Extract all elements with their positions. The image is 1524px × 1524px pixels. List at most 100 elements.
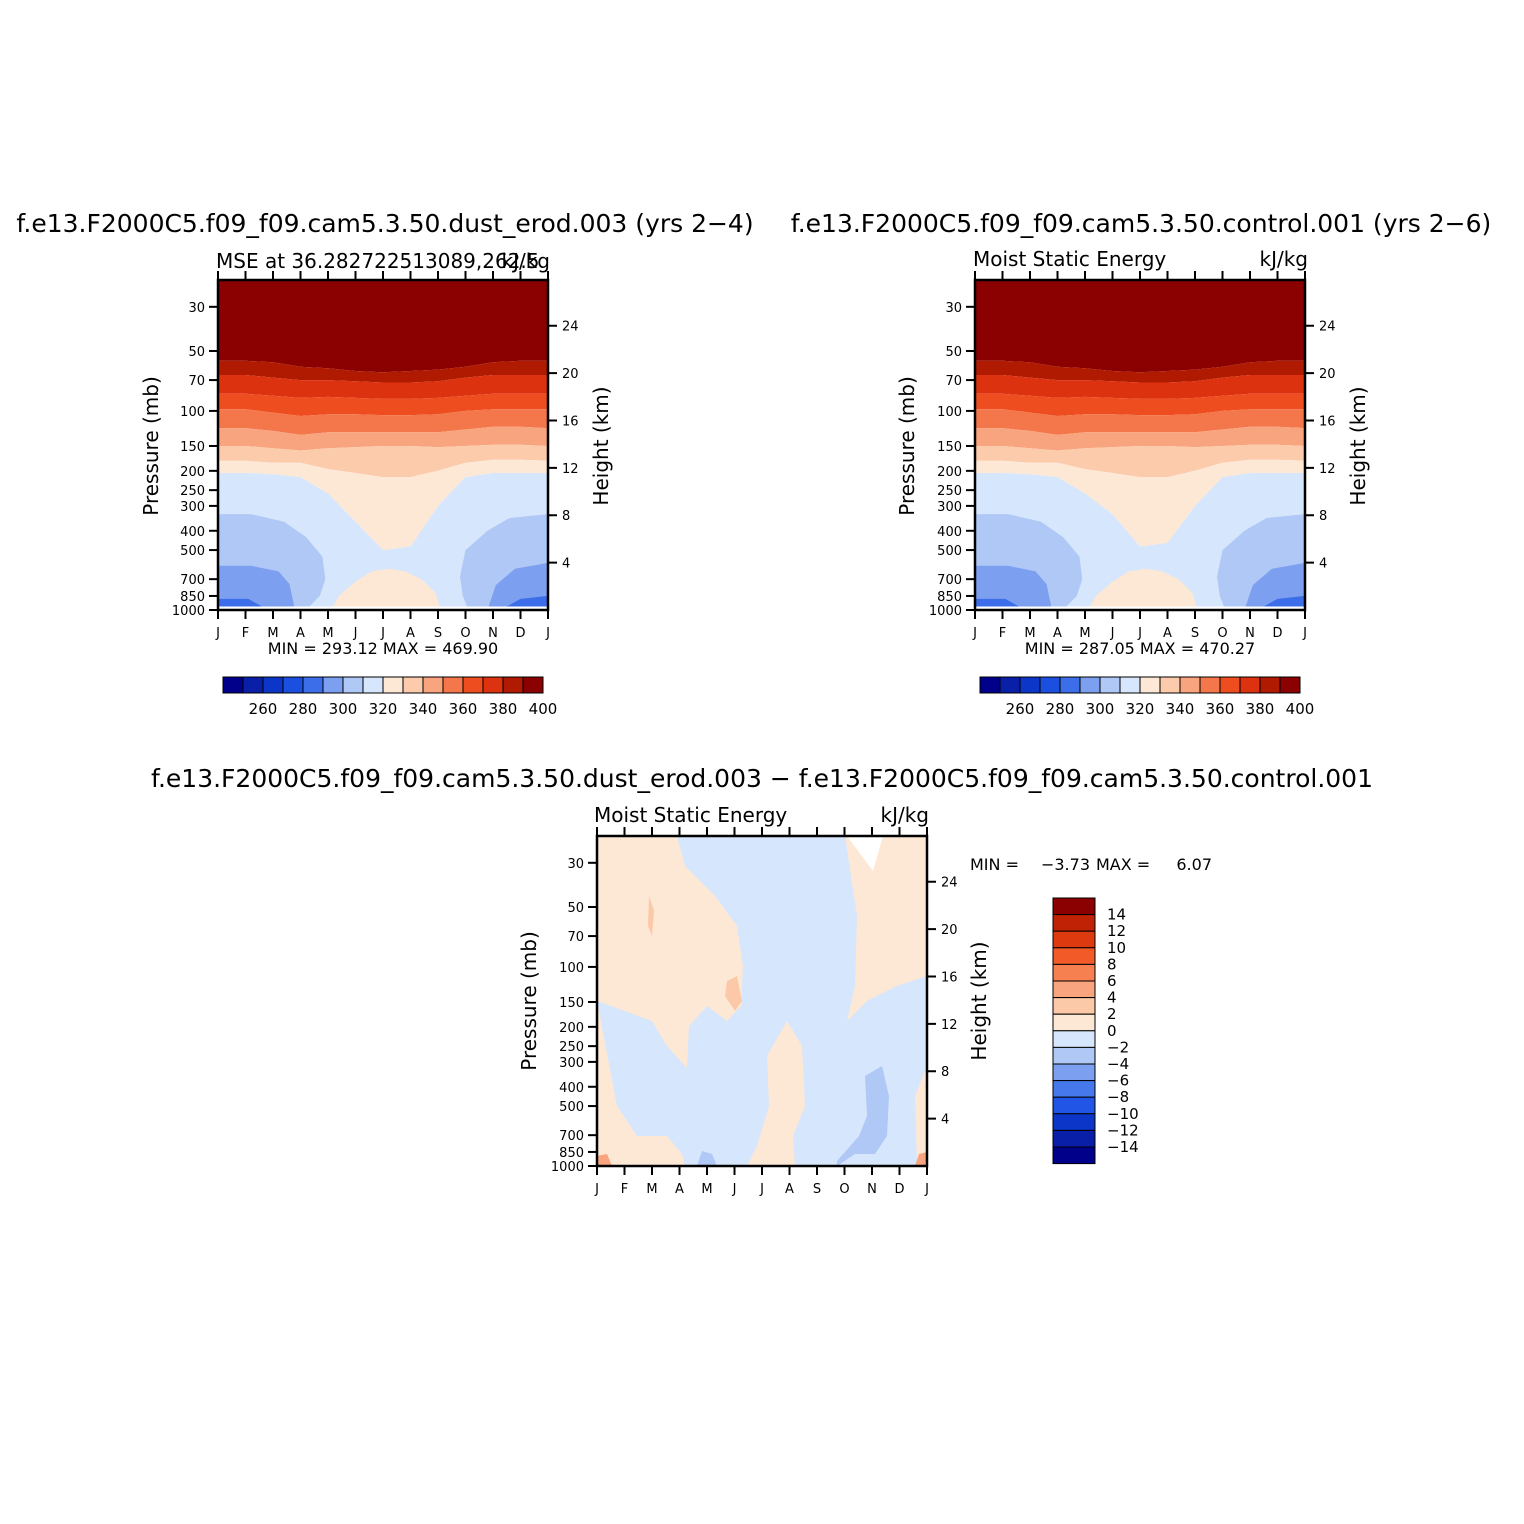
colorbar-label: 12: [1107, 922, 1126, 940]
panel1-bands: [218, 280, 548, 610]
x-tick-label: D: [515, 626, 525, 641]
y-tick-label: 700: [180, 573, 205, 588]
y-tick-label: 100: [180, 405, 205, 420]
y-tick-label: 30: [567, 857, 584, 872]
y-tick-label: 70: [188, 374, 205, 389]
x-tick-label: O: [839, 1182, 849, 1197]
colorbar-swatch: [979, 676, 1001, 694]
colorbar-label: 380: [489, 700, 518, 718]
panel-control: f.e13.F2000C5.f09_f09.cam5.3.50.control.…: [791, 209, 1492, 718]
negative-blob-bottom: [697, 1151, 717, 1166]
y-tick-label: 300: [180, 500, 205, 515]
warm-corner-right: [915, 1152, 927, 1166]
mse-band-2: [218, 375, 548, 399]
x-tick-label: J: [545, 626, 550, 641]
colorbar-swatch: [1099, 676, 1121, 694]
panel3-min-label: MIN =: [970, 855, 1019, 874]
x-tick-label: J: [759, 1182, 764, 1197]
x-tick-label: A: [785, 1182, 794, 1197]
x-tick-label: A: [406, 626, 415, 641]
x-tick-label: D: [1272, 626, 1282, 641]
y-tick-label: 250: [180, 484, 205, 499]
y-tick-label: 850: [180, 590, 205, 605]
small-positive-blob-1: [648, 896, 654, 936]
colorbar-label: −10: [1107, 1105, 1139, 1123]
y-tick-label: 500: [559, 1100, 584, 1115]
y-tick-label: 300: [937, 500, 962, 515]
panel-difference: f.e13.F2000C5.f09_f09.cam5.3.50.dust_ero…: [151, 764, 1373, 1197]
y-tick-label: 50: [945, 345, 962, 360]
x-tick-label: M: [267, 626, 278, 641]
colorbar-swatch: [1052, 1146, 1096, 1165]
panel1-minmax: MIN = 293.12 MAX = 469.90: [268, 639, 498, 658]
positive-region-upper-right: [845, 836, 927, 1021]
y-tick-label: 200: [559, 1021, 584, 1036]
panel3-title: f.e13.F2000C5.f09_f09.cam5.3.50.dust_ero…: [151, 764, 1373, 793]
y-right-tick-label: 16: [941, 970, 958, 985]
colorbar-swatch: [302, 676, 324, 694]
panel2-colorbar: 260 280 300 320 340 360 380 400: [979, 676, 1315, 718]
x-tick-label: F: [621, 1182, 628, 1197]
y-tick-label: 700: [937, 573, 962, 588]
x-tick-label: J: [924, 1182, 929, 1197]
y-tick-label: 1000: [929, 604, 962, 619]
x-tick-label: M: [1079, 626, 1090, 641]
y-tick-label: 400: [559, 1081, 584, 1096]
mse-band-7: [218, 459, 548, 551]
colorbar-swatch: [242, 676, 264, 694]
colorbar-swatch: [282, 676, 304, 694]
colorbar-swatch: [1239, 676, 1261, 694]
colorbar-swatch: [1052, 1129, 1096, 1148]
y-right-tick-label: 4: [941, 1113, 949, 1128]
colorbar-label: −14: [1107, 1138, 1139, 1156]
panel2-ylabel-right: Height (km): [1346, 386, 1370, 505]
panel-dust-erod: f.e13.F2000C5.f09_f09.cam5.3.50.dust_ero…: [16, 209, 753, 718]
colorbar-label: 340: [1166, 700, 1195, 718]
colorbar-label: 6: [1107, 972, 1117, 990]
x-tick-label: S: [813, 1182, 821, 1197]
panel3-ylabel: Pressure (mb): [517, 931, 541, 1071]
colorbar-swatch: [442, 676, 464, 694]
panel3-max-label: MAX =: [1096, 855, 1150, 874]
y-tick-label: 850: [937, 590, 962, 605]
colorbar-label: −6: [1107, 1072, 1129, 1090]
y-tick-label: 50: [567, 901, 584, 916]
surface-warm-region: [1087, 568, 1198, 610]
y-tick-label: 250: [559, 1040, 584, 1055]
colorbar-label: 0: [1107, 1022, 1117, 1040]
x-tick-label: M: [322, 626, 333, 641]
colorbar-swatch: [522, 676, 544, 694]
y-right-tick-label: 4: [1319, 557, 1327, 572]
colorbar-swatch: [402, 676, 424, 694]
colorbar-label: −4: [1107, 1055, 1129, 1073]
colorbar-swatch: [322, 676, 344, 694]
colorbar-label: −8: [1107, 1088, 1129, 1106]
y-tick-label: 850: [559, 1146, 584, 1161]
y-tick-label: 500: [937, 544, 962, 559]
colorbar-swatch: [1199, 676, 1221, 694]
y-right-tick-label: 20: [562, 367, 579, 382]
mse-band-7: [975, 459, 1305, 547]
y-right-tick-label: 20: [1319, 367, 1336, 382]
x-tick-label: S: [1191, 626, 1199, 641]
y-right-tick-label: 16: [562, 414, 579, 429]
panel1-units: kJ/kg: [502, 249, 551, 273]
mse-band-5: [218, 426, 548, 451]
panel1-ylabel: Pressure (mb): [139, 376, 163, 516]
colorbar-label: 380: [1246, 700, 1275, 718]
colorbar-label: 14: [1107, 906, 1126, 924]
colorbar-label: 400: [1286, 700, 1315, 718]
warm-corner-left: [597, 1154, 612, 1166]
colorbar-swatch: [999, 676, 1021, 694]
y-tick-label: 70: [567, 930, 584, 945]
colorbar-label: 10: [1107, 939, 1126, 957]
colorbar-swatch: [1179, 676, 1201, 694]
positive-region-upper-left: [597, 836, 743, 1068]
panel2-bands: [975, 280, 1305, 610]
y-right-tick-label: 12: [1319, 462, 1336, 477]
mse-band-0: [218, 280, 548, 373]
